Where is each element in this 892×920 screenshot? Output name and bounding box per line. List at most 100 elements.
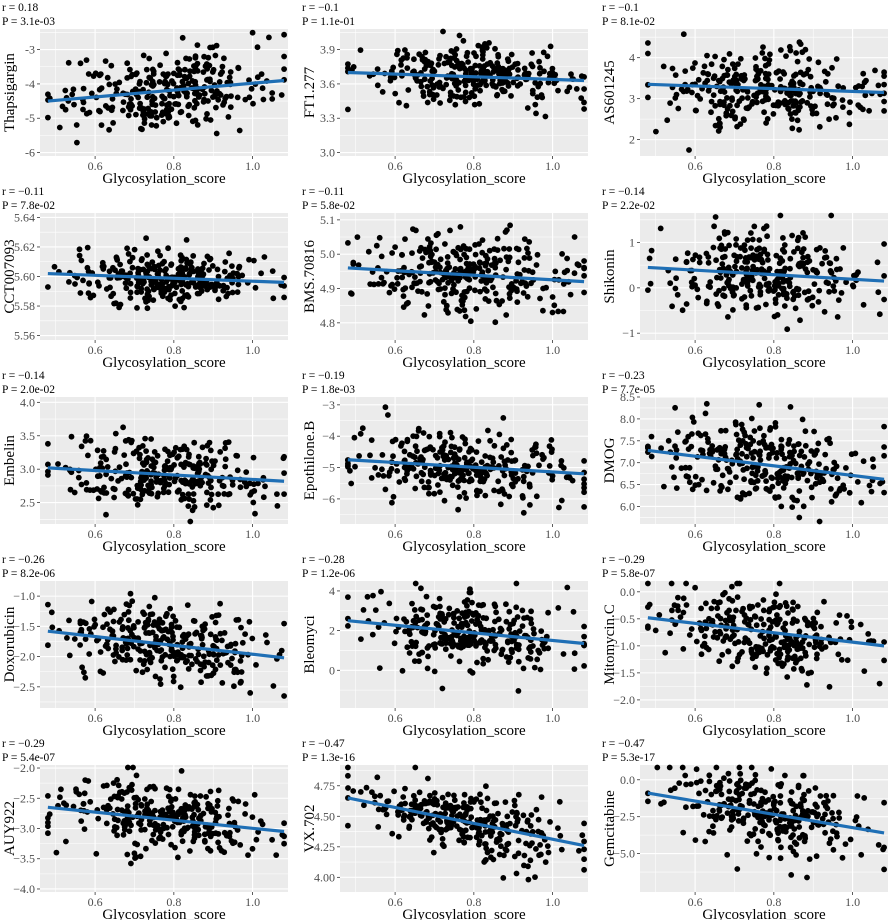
data-point xyxy=(231,683,237,690)
data-point xyxy=(739,490,746,496)
data-point xyxy=(361,802,367,809)
data-point xyxy=(783,603,790,610)
data-point xyxy=(126,66,133,73)
data-point xyxy=(742,258,748,265)
data-point xyxy=(222,445,229,452)
data-point xyxy=(80,99,87,106)
data-point xyxy=(683,804,689,811)
data-point xyxy=(459,610,466,617)
data-point xyxy=(546,443,553,450)
data-point xyxy=(141,826,148,833)
data-point xyxy=(195,806,202,813)
data-point xyxy=(733,797,739,804)
data-point xyxy=(473,834,480,841)
data-point xyxy=(446,264,453,271)
data-point xyxy=(209,614,216,620)
x-tick-label: 0.6 xyxy=(688,711,703,725)
data-point xyxy=(861,795,868,801)
data-point xyxy=(221,99,228,106)
data-point xyxy=(829,64,835,71)
data-point xyxy=(717,599,723,606)
data-point xyxy=(493,297,500,304)
data-point xyxy=(730,307,736,313)
data-point xyxy=(468,618,475,624)
data-point xyxy=(721,285,727,292)
data-point xyxy=(53,849,60,856)
data-point xyxy=(525,863,531,870)
data-point xyxy=(454,275,461,281)
data-point xyxy=(415,425,422,432)
data-point xyxy=(719,261,726,267)
data-point xyxy=(426,490,432,497)
data-point xyxy=(129,254,136,261)
y-tick-label: 3.0 xyxy=(320,146,335,160)
data-point xyxy=(724,95,730,101)
data-point xyxy=(842,841,849,847)
data-point xyxy=(212,285,218,292)
data-point xyxy=(195,94,202,100)
data-point xyxy=(792,305,799,312)
data-point xyxy=(385,412,391,418)
data-point xyxy=(234,289,241,295)
data-point xyxy=(790,666,797,672)
data-point xyxy=(456,65,463,72)
data-point xyxy=(733,258,740,265)
data-point xyxy=(367,452,373,459)
data-point xyxy=(533,806,540,813)
data-point xyxy=(791,826,798,832)
data-point xyxy=(714,634,721,641)
data-point xyxy=(492,290,499,297)
data-point xyxy=(658,445,664,452)
data-point xyxy=(390,493,397,500)
data-point xyxy=(425,303,432,309)
data-point xyxy=(424,612,431,618)
data-point xyxy=(141,796,148,802)
data-point xyxy=(142,435,149,442)
data-point xyxy=(482,453,489,459)
data-point xyxy=(125,764,131,771)
data-point xyxy=(483,615,490,622)
data-point xyxy=(416,789,423,796)
data-point xyxy=(393,628,399,635)
data-point xyxy=(536,58,542,65)
data-point xyxy=(424,665,431,672)
y-tick-label: 3 xyxy=(629,92,635,106)
data-point xyxy=(772,296,779,303)
data-point xyxy=(795,475,802,482)
point-cloud xyxy=(45,29,287,146)
data-point xyxy=(483,783,489,790)
data-point xyxy=(425,58,431,65)
data-point xyxy=(786,283,793,290)
data-point xyxy=(207,281,214,288)
data-point xyxy=(677,614,684,620)
y-tick-label: −5 xyxy=(322,461,335,475)
data-point xyxy=(809,494,815,501)
data-point xyxy=(183,93,190,100)
data-point xyxy=(446,97,453,104)
x-tick-label: 0.8 xyxy=(466,159,481,173)
data-point xyxy=(808,824,815,831)
data-point xyxy=(134,841,141,848)
data-point xyxy=(778,468,784,474)
data-point xyxy=(765,257,771,263)
data-point xyxy=(564,88,571,95)
data-point xyxy=(824,436,830,443)
data-point xyxy=(521,236,528,242)
x-axis-title: Glycosylation_score xyxy=(402,907,526,920)
data-point xyxy=(458,827,465,834)
data-point xyxy=(727,285,734,292)
data-point xyxy=(647,280,654,287)
data-point xyxy=(406,825,412,831)
data-point xyxy=(672,285,679,292)
data-point xyxy=(426,433,433,440)
data-point xyxy=(425,479,432,485)
data-point xyxy=(476,63,483,69)
data-point xyxy=(243,483,250,490)
y-axis-title: AS601245 xyxy=(602,60,618,124)
data-point xyxy=(683,781,689,788)
data-point xyxy=(816,461,822,467)
data-point xyxy=(473,472,480,478)
data-point xyxy=(165,831,172,838)
data-point xyxy=(138,802,145,809)
data-point xyxy=(126,784,133,791)
